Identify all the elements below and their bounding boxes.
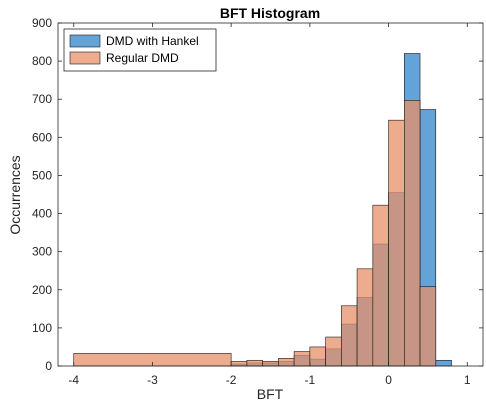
y-axis-label: Occurrences [7,155,23,234]
y-tick-label: 700 [32,92,52,106]
y-tick-label: 200 [32,283,52,297]
y-tick-label: 100 [32,321,52,335]
bar-s1-11 [388,119,405,367]
x-tick-label: 0 [385,373,392,387]
legend: DMD with Hankel Regular DMD [63,28,217,72]
y-tick-label: 0 [45,359,52,373]
y-tick-label: 900 [32,16,52,30]
axes-group: -4 -3 -2 -1 0 1 0 100 200 300 400 500 600 700 800 900 [32,16,483,387]
bar-s0-13 [435,359,452,367]
x-axis-label: BFT [257,386,284,402]
x-tick-label: -1 [305,373,316,387]
x-tick-label: -4 [68,373,79,387]
x-tick-label: 1 [464,373,471,387]
y-tick-label: 400 [32,207,52,221]
legend-swatch-0 [69,34,101,48]
y-tick-label: 800 [32,54,52,68]
bar-s1-3 [262,361,279,367]
bar-s1-6 [309,346,326,367]
bar-s1-12 [403,100,421,367]
legend-label-1: Regular DMD [106,51,179,65]
chart-title: BFT Histogram [220,5,320,21]
bar-s1-10 [372,204,389,367]
y-tick-label: 600 [32,130,52,144]
y-tick-label: 500 [32,168,52,182]
x-tick-label: -2 [226,373,237,387]
legend-label-0: DMD with Hankel [106,34,199,48]
bar-s1-4 [278,358,295,367]
bar-s1-2 [246,359,263,367]
bar-s1-5 [293,351,311,367]
y-tick-label: 300 [32,245,52,259]
bar-s1-13 [419,286,437,367]
bar-s1-8 [341,305,358,367]
bar-s1-9 [356,268,374,367]
bar-s1-7 [325,336,342,367]
bar-s1-1 [230,361,248,367]
plot-box [57,22,484,367]
bars-group [73,53,452,367]
legend-swatch-1 [69,51,101,65]
x-tick-label: -3 [147,373,158,387]
